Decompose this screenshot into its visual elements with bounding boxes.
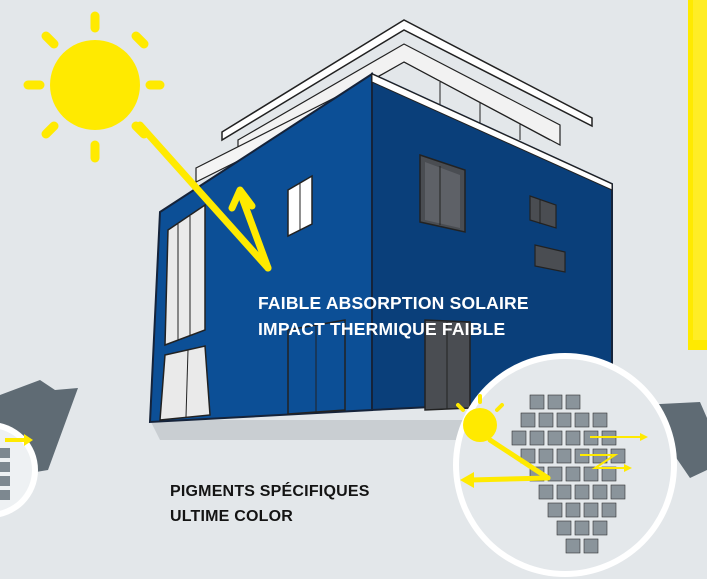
house-caption: FAIBLE ABSORPTION SOLAIRE IMPACT THERMIQ… bbox=[258, 290, 529, 342]
right-inset-circle bbox=[453, 353, 677, 577]
pigment-caption: PIGMENTS SPÉCIFIQUES ULTIME COLOR bbox=[170, 479, 370, 529]
house-caption-line1: FAIBLE ABSORPTION SOLAIRE bbox=[258, 293, 529, 313]
pigment-caption-line1: PIGMENTS SPÉCIFIQUES bbox=[170, 483, 370, 500]
house-ground-shadow bbox=[150, 420, 520, 440]
yellow-panel bbox=[688, 0, 707, 350]
pigment-caption-line2: ULTIME COLOR bbox=[170, 508, 293, 525]
sun-icon bbox=[23, 11, 165, 163]
sunbeam-arrow bbox=[136, 121, 272, 272]
house-caption-line2: IMPACT THERMIQUE FAIBLE bbox=[258, 319, 506, 339]
left-inset-circle bbox=[0, 423, 38, 517]
